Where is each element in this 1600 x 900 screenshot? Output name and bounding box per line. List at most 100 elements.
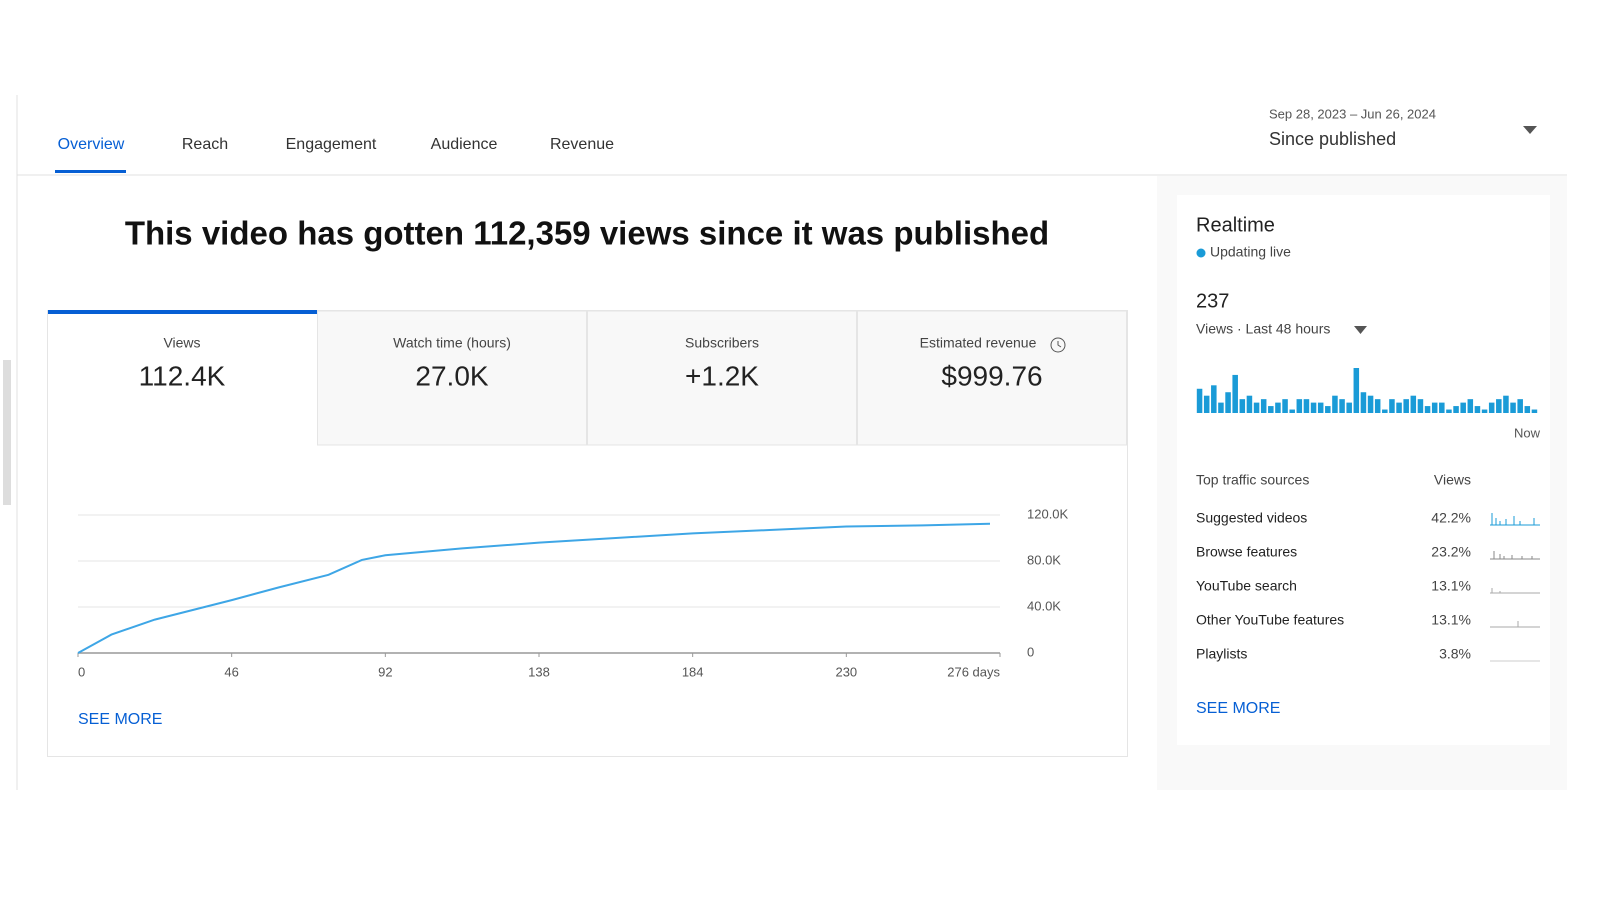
tab[interactable]: Engagement (286, 136, 377, 153)
headline: This video has gotten 112,359 views sinc… (125, 215, 1049, 252)
realtime-bar (1360, 392, 1367, 413)
metric-indicator (48, 310, 317, 314)
metric-label: Views (163, 335, 200, 351)
metric-tab[interactable] (587, 310, 857, 446)
metric-value: $999.76 (941, 360, 1042, 391)
realtime-bar (1524, 406, 1531, 413)
x-tick-label: 276 days (947, 664, 1000, 679)
realtime-bar (1196, 388, 1203, 413)
dropdown-arrow[interactable] (1523, 126, 1537, 134)
realtime-bar (1239, 399, 1246, 413)
realtime-bar (1496, 399, 1502, 413)
source-name: Other YouTube features (1196, 612, 1344, 628)
metric-value: 112.4K (139, 360, 226, 391)
tab[interactable]: Overview (58, 136, 125, 153)
realtime-bar (1225, 392, 1231, 413)
tab[interactable]: Audience (431, 136, 498, 153)
realtime-bar (1282, 399, 1288, 413)
realtime-bar (1424, 406, 1431, 413)
realtime-bar (1317, 402, 1324, 413)
realtime-bar (1268, 406, 1274, 413)
metric-label: Subscribers (685, 335, 759, 351)
source-share: 42.2% (1431, 510, 1471, 526)
realtime-period[interactable]: Views · Last 48 hours (1196, 321, 1330, 337)
realtime-bar (1203, 395, 1210, 413)
x-tick-label: 230 (835, 664, 857, 679)
date-range-label[interactable]: Since published (1269, 129, 1396, 149)
realtime-title: Realtime (1196, 214, 1275, 236)
realtime-count: 237 (1196, 290, 1229, 312)
metric-value: 27.0K (415, 360, 488, 391)
source-share: 23.2% (1431, 544, 1471, 560)
tab[interactable]: Revenue (550, 136, 614, 153)
y-tick-label: 40.0K (1027, 598, 1061, 613)
traffic-header: Views (1434, 472, 1471, 488)
realtime-bar (1403, 399, 1409, 413)
metric-tab[interactable] (857, 310, 1127, 446)
x-tick-label: 138 (528, 664, 550, 679)
y-tick-label: 120.0K (1027, 506, 1069, 521)
realtime-bar (1488, 402, 1495, 413)
realtime-bar (1289, 409, 1295, 413)
realtime-bar (1431, 402, 1438, 413)
realtime-bar (1503, 395, 1509, 413)
realtime-bar (1260, 399, 1267, 413)
x-tick-label: 92 (378, 664, 392, 679)
realtime-bar (1460, 402, 1466, 413)
metric-label: Watch time (hours) (393, 335, 511, 351)
realtime-bar (1417, 399, 1424, 413)
sparkline (1490, 588, 1540, 594)
realtime-bar (1481, 409, 1488, 413)
source-share: 13.1% (1431, 578, 1471, 594)
realtime-bar (1339, 399, 1345, 413)
realtime-bar (1396, 402, 1402, 413)
traffic-header: Top traffic sources (1196, 472, 1309, 488)
see-more-link[interactable]: SEE MORE (1196, 700, 1280, 717)
metric-label: Estimated revenue (920, 335, 1037, 351)
dropdown-arrow[interactable] (1354, 326, 1367, 334)
metric-tab[interactable] (317, 310, 587, 446)
realtime-bar (1296, 399, 1303, 413)
x-tick-label: 184 (682, 664, 704, 679)
realtime-bar (1310, 402, 1317, 413)
realtime-bar (1211, 385, 1217, 413)
realtime-bar (1367, 395, 1374, 413)
realtime-bar (1389, 399, 1395, 413)
source-name: YouTube search (1196, 578, 1297, 594)
realtime-bar (1232, 374, 1238, 413)
source-share: 3.8% (1439, 646, 1471, 662)
realtime-bar (1332, 395, 1338, 413)
realtime-bar (1453, 406, 1459, 413)
source-name: Playlists (1196, 646, 1247, 662)
realtime-bar (1510, 402, 1516, 413)
y-tick-label: 0 (1027, 644, 1034, 659)
y-tick-label: 80.0K (1027, 552, 1061, 567)
realtime-bar (1467, 399, 1474, 413)
metric-tab[interactable] (48, 311, 317, 445)
source-share: 13.1% (1431, 612, 1471, 628)
info-icon-hand (1057, 341, 1062, 348)
sparkline (1490, 621, 1540, 628)
tab[interactable]: Reach (182, 136, 228, 153)
realtime-bar (1253, 402, 1260, 413)
realtime-bar (1218, 402, 1224, 413)
info-icon[interactable] (1050, 337, 1066, 353)
realtime-bar (1474, 406, 1481, 413)
realtime-bar (1325, 406, 1331, 413)
realtime-bar (1439, 402, 1445, 413)
date-range[interactable]: Sep 28, 2023 – Jun 26, 2024 (1269, 106, 1436, 121)
sparkline (1490, 551, 1540, 560)
see-more-link[interactable]: SEE MORE (78, 711, 162, 728)
x-tick-label: 46 (224, 664, 238, 679)
live-status: Updating live (1210, 244, 1291, 260)
x-tick-label: 0 (78, 664, 85, 679)
sparkline (1490, 513, 1540, 526)
realtime-bar (1346, 402, 1352, 413)
realtime-bar (1374, 399, 1381, 413)
realtime-bar (1275, 402, 1281, 413)
realtime-bar (1517, 399, 1523, 413)
x-tick-label: Now (1514, 425, 1541, 440)
realtime-bar (1531, 409, 1538, 413)
realtime-card (1177, 195, 1550, 745)
